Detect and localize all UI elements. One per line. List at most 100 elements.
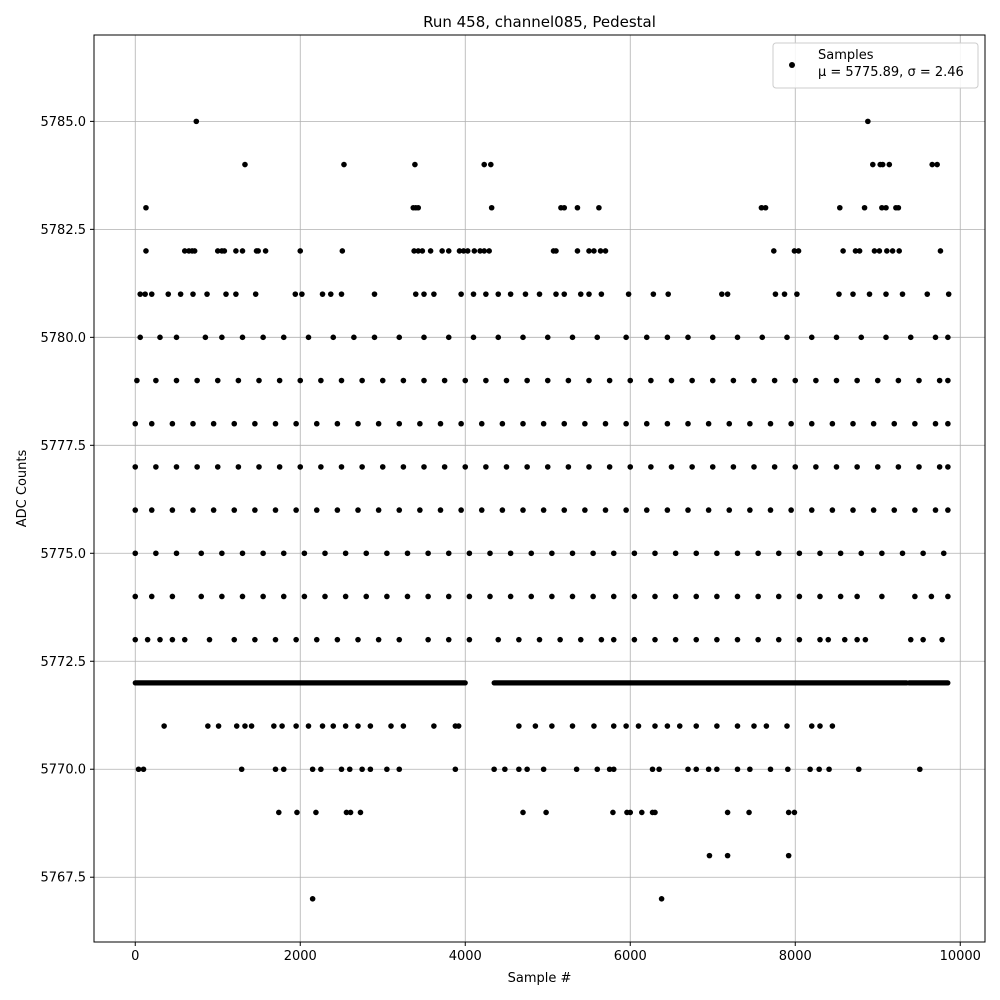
data-point <box>693 723 700 729</box>
data-point <box>658 896 665 902</box>
data-point <box>248 723 255 729</box>
data-point <box>276 464 283 470</box>
data-point <box>891 507 898 513</box>
data-point <box>338 377 345 384</box>
data-point <box>650 291 657 297</box>
data-point <box>260 550 266 557</box>
data-point <box>840 248 846 254</box>
data-point <box>817 593 823 600</box>
data-point <box>367 723 374 729</box>
data-point <box>252 291 259 297</box>
data-point <box>540 766 547 773</box>
data-point <box>169 507 176 513</box>
data-point <box>375 636 382 643</box>
data-point <box>751 723 757 729</box>
data-point <box>785 852 792 859</box>
data-point <box>305 723 312 729</box>
data-point <box>271 723 277 729</box>
data-point <box>940 550 947 557</box>
x-tick-label: 6000 <box>614 949 647 964</box>
data-point <box>758 204 765 211</box>
data-point <box>590 550 596 557</box>
data-point <box>796 636 803 643</box>
data-point <box>627 377 634 384</box>
data-point <box>396 420 403 427</box>
data-point <box>305 334 312 341</box>
data-point <box>231 507 238 513</box>
data-points <box>132 118 952 902</box>
data-point <box>829 420 836 427</box>
data-point <box>252 420 258 427</box>
data-point <box>470 334 477 341</box>
data-point <box>693 593 700 600</box>
data-point <box>347 809 354 816</box>
data-point <box>586 377 592 384</box>
data-point <box>425 636 431 643</box>
data-point <box>664 507 671 513</box>
data-point <box>544 334 551 341</box>
data-point <box>762 204 769 211</box>
data-point <box>400 723 407 729</box>
data-point <box>643 334 650 341</box>
data-point <box>477 248 483 254</box>
x-tick-label: 8000 <box>779 949 812 964</box>
data-point <box>763 723 770 729</box>
data-point <box>445 248 452 254</box>
data-point <box>648 464 654 470</box>
data-point <box>425 550 431 557</box>
data-point <box>313 809 319 816</box>
data-point <box>140 766 147 773</box>
data-point <box>724 291 731 297</box>
data-point <box>883 291 889 297</box>
data-point <box>817 636 823 643</box>
data-point <box>502 766 508 773</box>
data-point <box>652 593 658 600</box>
data-point <box>561 291 568 297</box>
data-point <box>421 377 427 384</box>
data-point <box>272 420 279 427</box>
data-point <box>912 507 918 513</box>
data-point <box>205 723 211 729</box>
data-point <box>610 550 617 557</box>
data-point <box>594 334 601 341</box>
data-point <box>874 464 881 470</box>
y-tick-label: 5767.5 <box>41 871 87 886</box>
data-point <box>466 636 473 643</box>
data-point <box>577 636 584 643</box>
data-point <box>874 377 881 384</box>
data-point <box>866 291 873 297</box>
data-point <box>574 248 581 254</box>
data-point <box>415 248 422 254</box>
data-point <box>775 550 782 557</box>
data-point <box>233 723 240 729</box>
data-point <box>355 507 361 513</box>
data-point <box>371 334 378 341</box>
data-point <box>836 291 842 297</box>
data-point <box>544 377 551 384</box>
data-point <box>318 464 324 470</box>
data-point <box>936 377 943 384</box>
data-point <box>582 420 588 427</box>
data-point <box>709 464 716 470</box>
data-point <box>242 723 248 729</box>
data-point <box>816 766 822 773</box>
data-point <box>747 507 753 513</box>
data-point <box>668 377 675 384</box>
data-point <box>747 420 753 427</box>
data-point <box>689 377 695 384</box>
data-point <box>726 420 733 427</box>
data-point <box>363 593 370 600</box>
data-point <box>833 464 840 470</box>
data-point <box>487 593 493 600</box>
data-point <box>144 636 151 643</box>
data-point <box>536 291 543 297</box>
data-point <box>239 593 246 600</box>
data-point <box>233 248 239 254</box>
data-point <box>260 334 266 341</box>
data-point <box>597 248 604 254</box>
data-point <box>784 723 790 729</box>
data-point <box>214 248 221 254</box>
data-point <box>276 809 282 816</box>
data-point <box>734 723 741 729</box>
data-point <box>161 723 167 729</box>
